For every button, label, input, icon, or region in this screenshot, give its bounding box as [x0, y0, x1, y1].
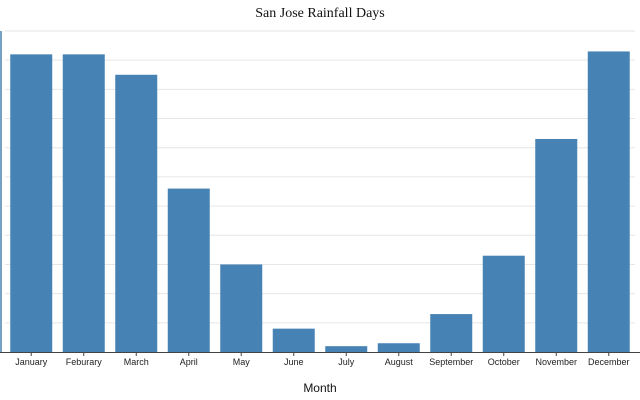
- x-tick-label: October: [488, 357, 520, 367]
- bar-september[interactable]: [430, 314, 473, 352]
- bar-june[interactable]: [272, 328, 315, 352]
- x-tick-label: January: [15, 357, 48, 367]
- bar-april[interactable]: [167, 188, 210, 352]
- bar-july[interactable]: [325, 346, 368, 352]
- bar-december[interactable]: [587, 51, 630, 352]
- bar-march[interactable]: [115, 74, 158, 352]
- x-tick-label: August: [385, 357, 414, 367]
- x-tick-labels: January Feburary March April May June July Augu…: [15, 352, 630, 367]
- x-tick-label: November: [535, 357, 577, 367]
- x-tick-label: June: [284, 357, 304, 367]
- axes: [0, 31, 640, 353]
- x-tick-label: July: [338, 357, 355, 367]
- bar-november[interactable]: [535, 138, 578, 352]
- bar-august[interactable]: [377, 343, 420, 352]
- bar-october[interactable]: [482, 255, 525, 352]
- x-tick-label: April: [180, 357, 198, 367]
- x-tick-label: September: [429, 357, 473, 367]
- x-axis-label: Month: [303, 381, 336, 395]
- bar-feburary[interactable]: [62, 54, 105, 352]
- x-tick-label: March: [124, 357, 149, 367]
- x-tick-label: Feburary: [66, 357, 103, 367]
- grid-lines: [5, 30, 635, 324]
- bars: [10, 51, 630, 352]
- x-tick-label: May: [233, 357, 251, 367]
- x-tick-label: December: [588, 357, 630, 367]
- bar-january[interactable]: [10, 54, 53, 352]
- bar-may[interactable]: [220, 264, 263, 352]
- chart-title: San Jose Rainfall Days: [255, 6, 384, 21]
